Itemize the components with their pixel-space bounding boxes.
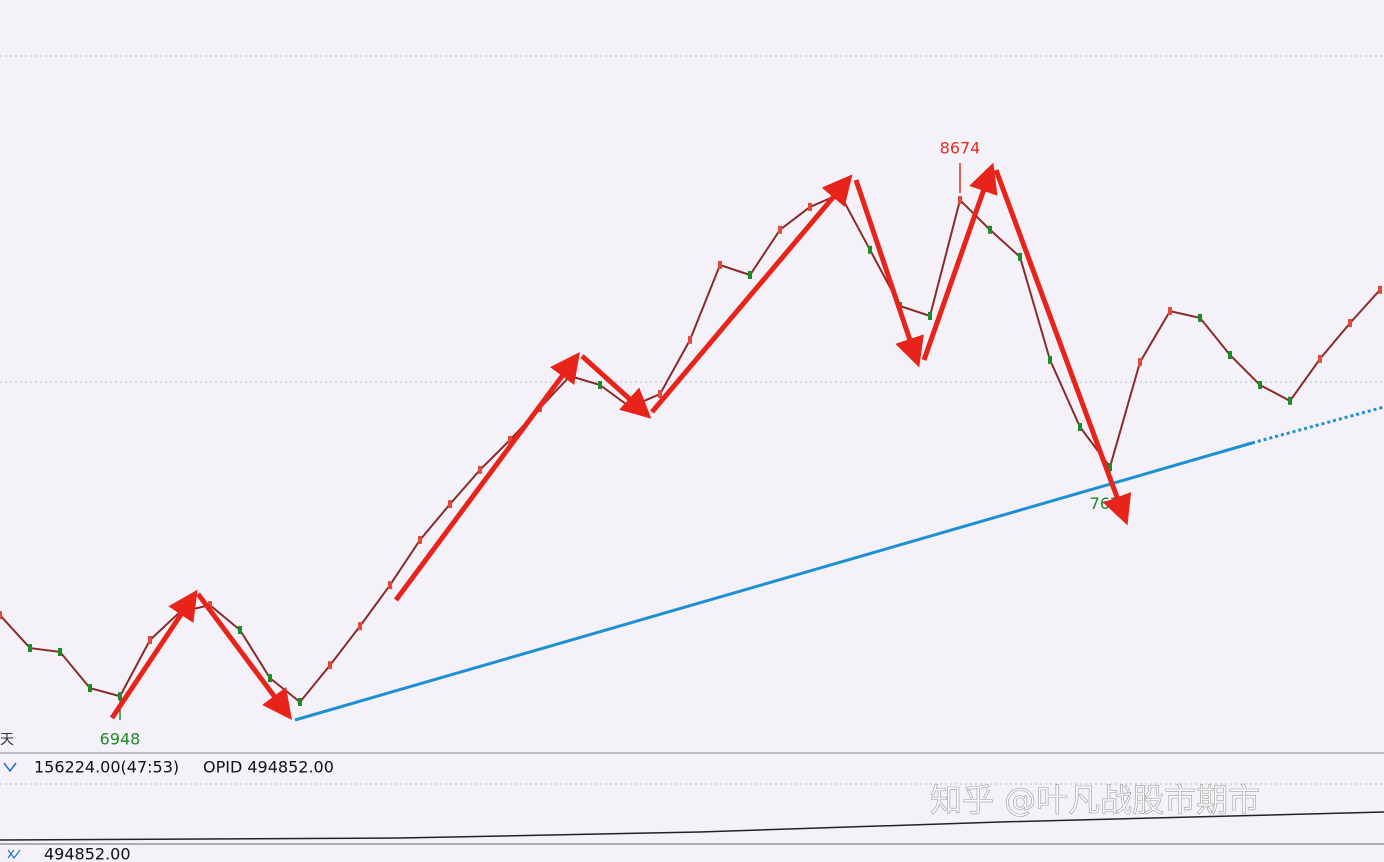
price-point <box>268 674 272 683</box>
arrow <box>650 174 853 414</box>
extreme-label: 8674 <box>940 138 981 157</box>
trend-line-extension <box>1251 405 1384 445</box>
price-point <box>718 260 722 269</box>
price-point <box>148 636 152 645</box>
arrow <box>393 351 580 602</box>
price-point <box>1048 355 1052 364</box>
arrow <box>109 589 198 720</box>
price-point <box>118 692 122 701</box>
period-label: 天 <box>0 732 14 748</box>
price-point <box>598 381 602 390</box>
price-point <box>478 465 482 474</box>
price-point <box>1318 354 1322 363</box>
price-point <box>988 225 992 234</box>
price-point <box>1198 313 1202 322</box>
price-point <box>298 697 302 706</box>
collapse-icon[interactable] <box>3 762 17 773</box>
price-point <box>748 270 752 279</box>
price-point <box>358 622 362 631</box>
price-point <box>958 196 962 205</box>
price-point <box>1078 422 1082 431</box>
price-point <box>628 402 632 411</box>
price-point <box>208 601 212 610</box>
price-point <box>808 202 812 211</box>
volume-curve <box>0 811 1384 841</box>
price-point <box>1228 351 1232 360</box>
price-point <box>1168 307 1172 316</box>
extreme-label: 6948 <box>100 730 141 749</box>
price-point <box>568 372 572 380</box>
price-point <box>28 644 32 653</box>
price-point <box>0 611 2 620</box>
price-point <box>508 435 512 444</box>
panel-icon[interactable] <box>7 849 21 859</box>
price-point <box>1138 358 1142 367</box>
price-point <box>418 535 422 544</box>
arrow <box>993 169 1132 526</box>
indicator-opid: OPID 494852.00 <box>203 758 334 777</box>
price-point <box>1378 285 1382 294</box>
price-point <box>58 647 62 656</box>
arrow <box>853 179 924 368</box>
price-point <box>658 390 662 399</box>
price-point <box>88 684 92 693</box>
price-point <box>688 335 692 344</box>
price-point <box>388 581 392 590</box>
price-point <box>448 500 452 509</box>
price-point <box>868 245 872 254</box>
price-point <box>1288 396 1292 405</box>
arrow <box>580 354 652 419</box>
arrow <box>195 592 292 721</box>
bottom-value: 494852.00 <box>44 845 131 862</box>
price-point <box>1018 252 1022 261</box>
price-point <box>928 311 932 320</box>
watermark: 知乎 @叶凡战股市期市 <box>930 781 1260 819</box>
price-point <box>778 225 782 234</box>
price-point <box>328 661 332 670</box>
price-point <box>1258 381 1262 390</box>
arrow <box>921 162 998 361</box>
price-point <box>238 626 242 635</box>
wave-arrows <box>109 162 1132 721</box>
trend-line <box>294 441 1253 722</box>
indicator-value: 156224.00(47:53) <box>34 758 179 777</box>
price-point <box>1348 319 1352 328</box>
